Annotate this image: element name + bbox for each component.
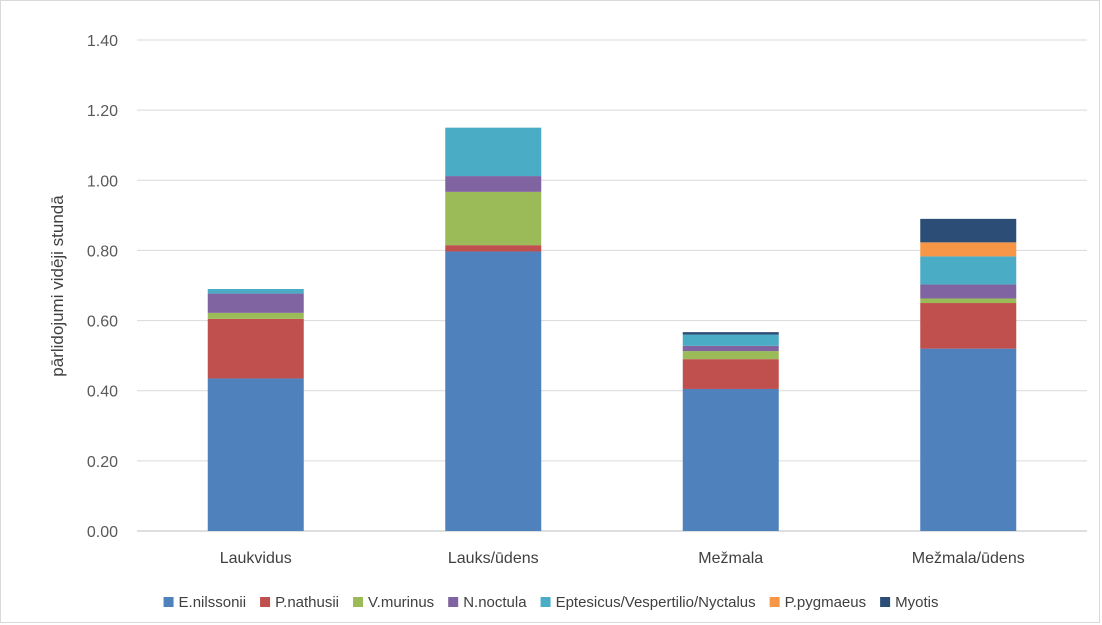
bar-segment (445, 245, 542, 252)
legend-label: Myotis (895, 594, 938, 611)
bar-segment (920, 256, 1017, 285)
bar-segment (682, 351, 779, 360)
bar-segment (207, 378, 304, 531)
x-category-label: Mežmala (698, 550, 763, 567)
y-tick-label: 1.00 (87, 173, 118, 190)
legend-swatch (163, 597, 174, 607)
legend-label: P.pygmaeus (785, 594, 866, 611)
bar-segment (445, 127, 542, 177)
bar-segment (682, 388, 779, 531)
legend-swatch (540, 597, 551, 607)
bar-segment (682, 334, 779, 346)
bar-segment (920, 303, 1017, 349)
y-tick-label: 0.00 (87, 524, 118, 541)
legend-swatch (880, 597, 891, 607)
y-tick-label: 0.80 (87, 243, 118, 260)
bar-segment (920, 298, 1017, 304)
bar-segment (682, 359, 779, 389)
bar-segment (920, 242, 1017, 257)
x-category-label: Laukvidus (220, 550, 292, 567)
y-tick-label: 1.20 (87, 103, 118, 120)
bar-segment (920, 218, 1017, 243)
bar-segment (920, 348, 1017, 531)
y-tick-label: 1.40 (87, 33, 118, 50)
x-category-label: Mežmala/ūdens (912, 550, 1025, 567)
legend-label: E.nilssonii (179, 594, 247, 611)
y-tick-label: 0.60 (87, 314, 118, 331)
bars (207, 127, 1017, 531)
legend: E.nilssonii P.nathusii V.murinus N.noctula E… (163, 594, 938, 611)
legend-label: Eptesicus/Vespertilio/Nyctalus (556, 594, 756, 611)
y-tick-label: 0.20 (87, 454, 118, 471)
bar-segment (207, 293, 304, 313)
y-axis-ticks: 0.00 0.20 0.40 0.60 0.80 1.00 1.20 1.40 (87, 33, 118, 541)
legend-label: V.murinus (368, 594, 434, 611)
bar-segment (445, 176, 542, 192)
bar-segment (682, 345, 779, 352)
legend-swatch (448, 597, 459, 607)
bar-segment (445, 251, 542, 531)
bar-segment (207, 289, 304, 294)
x-category-label: Lauks/ūdens (448, 550, 539, 567)
y-tick-label: 0.40 (87, 384, 118, 401)
bar-segment (682, 332, 779, 335)
legend-swatch (769, 597, 780, 607)
bar-segment (920, 284, 1017, 299)
legend-swatch (353, 597, 364, 607)
bar-segment (207, 318, 304, 379)
legend-swatch (260, 597, 271, 607)
bar-segment (445, 191, 542, 246)
y-axis-label: pārlidojumi vidēji stundā (48, 195, 67, 377)
legend-label: N.noctula (463, 594, 527, 611)
x-axis-categories: Laukvidus Lauks/ūdens Mežmala Mežmala/ūdens (220, 550, 1025, 567)
legend-label: P.nathusii (275, 594, 339, 611)
bar-segment (207, 312, 304, 319)
